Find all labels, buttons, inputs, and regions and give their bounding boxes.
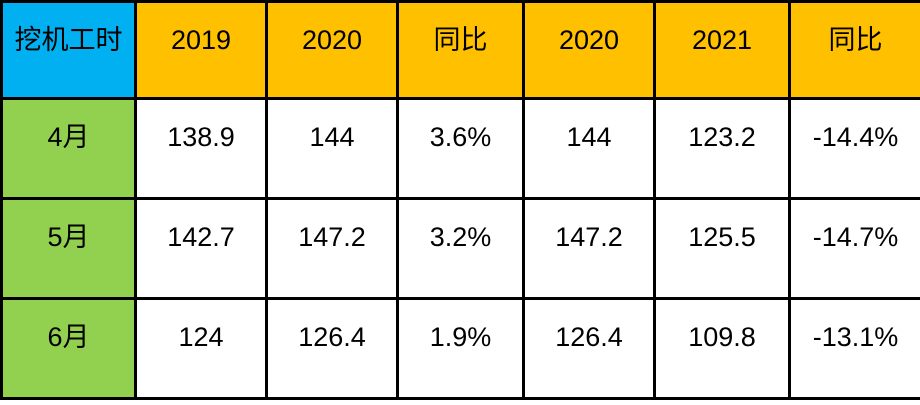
yoy-cell-2020: 1.9%	[396, 297, 525, 400]
col-header-2019: 2019	[134, 0, 268, 100]
value-cell-2020-left: 126.4	[265, 297, 399, 400]
value-cell-2019: 124	[134, 297, 268, 400]
yoy-cell-2021: -14.4%	[788, 97, 920, 200]
value-cell-2019: 142.7	[134, 197, 268, 300]
month-cell: 5月	[0, 197, 137, 300]
month-cell: 4月	[0, 97, 137, 200]
month-cell: 6月	[0, 297, 137, 400]
yoy-cell-2020: 3.6%	[396, 97, 525, 200]
value-cell-2020-right: 126.4	[522, 297, 656, 400]
col-header-2020-right: 2020	[522, 0, 656, 100]
table-title-cell: 挖机工时	[0, 0, 137, 100]
value-cell-2019: 138.9	[134, 97, 268, 200]
value-cell-2021: 109.8	[653, 297, 791, 400]
value-cell-2020-right: 144	[522, 97, 656, 200]
col-header-yoy-left: 同比	[396, 0, 525, 100]
yoy-cell-2021: -13.1%	[788, 297, 920, 400]
value-cell-2020-left: 147.2	[265, 197, 399, 300]
value-cell-2021: 123.2	[653, 97, 791, 200]
yoy-cell-2021: -14.7%	[788, 197, 920, 300]
col-header-2020-left: 2020	[265, 0, 399, 100]
col-header-yoy-right: 同比	[788, 0, 920, 100]
value-cell-2020-right: 147.2	[522, 197, 656, 300]
yoy-cell-2020: 3.2%	[396, 197, 525, 300]
value-cell-2020-left: 144	[265, 97, 399, 200]
col-header-2021: 2021	[653, 0, 791, 100]
table-row-april: 4月 138.9 144 3.6% 144 123.2 -14.4%	[0, 97, 920, 200]
table-row-may: 5月 142.7 147.2 3.2% 147.2 125.5 -14.7%	[0, 197, 920, 300]
table-row-june: 6月 124 126.4 1.9% 126.4 109.8 -13.1%	[0, 297, 920, 400]
header-row: 挖机工时 2019 2020 同比 2020 2021 同比	[0, 0, 920, 100]
value-cell-2021: 125.5	[653, 197, 791, 300]
